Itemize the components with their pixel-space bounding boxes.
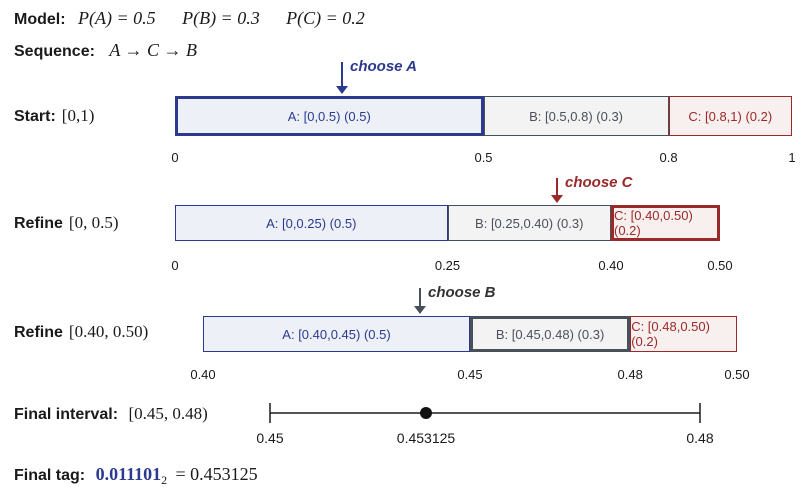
row-label-text: Refine bbox=[14, 215, 63, 232]
row-2-label: Refine [0.40, 0.50) bbox=[14, 322, 148, 342]
sequence-line: Sequence: A → C → B bbox=[14, 40, 197, 61]
row-1-segment-b: B: [0.25,0.40) (0.3) bbox=[447, 205, 611, 241]
row-2-choose-label: choose B bbox=[428, 284, 496, 301]
model-pc: P(C) = 0.2 bbox=[286, 8, 365, 28]
row-2-tick: 0.45 bbox=[457, 367, 483, 382]
final-tag-label: Final tag: bbox=[14, 467, 86, 484]
final-tick-right: 0.48 bbox=[686, 430, 714, 446]
row-0-choose-arrow-icon bbox=[336, 62, 348, 94]
row-2-choose-arrow-icon bbox=[414, 288, 426, 314]
row-label-text: Refine bbox=[14, 324, 63, 341]
row-0-tick: 0.8 bbox=[659, 150, 678, 165]
row-2-segment-c: C: [0.48,0.50) (0.2) bbox=[630, 316, 737, 352]
final-tag-binary: 0.011101 bbox=[95, 464, 162, 484]
row-2-segment-b: B: [0.45,0.48) (0.3) bbox=[470, 316, 631, 352]
row-0-segment-b: B: [0.5,0.8) (0.3) bbox=[483, 96, 669, 136]
row-2-tick: 0.50 bbox=[724, 367, 750, 382]
row-1-choose-label: choose C bbox=[565, 174, 633, 191]
model-pa: P(A) = 0.5 bbox=[78, 8, 156, 28]
row-1-tick: 0.50 bbox=[707, 258, 733, 273]
row-1-segment-a: A: [0,0.25) (0.5) bbox=[175, 205, 448, 241]
final-tag-line: Final tag: 0.0111012 = 0.453125 bbox=[14, 464, 258, 488]
model-label: Model: bbox=[14, 11, 66, 28]
row-label-interval: [0.40, 0.50) bbox=[68, 322, 149, 341]
sequence-label: Sequence: bbox=[14, 43, 95, 60]
final-tag-base: 2 bbox=[161, 473, 168, 488]
row-label-interval: [0, 0.5) bbox=[68, 213, 119, 232]
row-0-segment-a: A: [0,0.5) (0.5) bbox=[175, 96, 484, 136]
model-line: Model: P(A) = 0.5 P(B) = 0.3 P(C) = 0.2 bbox=[14, 8, 365, 29]
row-0-tick: 1 bbox=[788, 150, 796, 165]
sequence-value: A → C → B bbox=[109, 40, 198, 60]
final-tag-point bbox=[420, 407, 432, 419]
row-1-tick: 0.40 bbox=[598, 258, 624, 273]
row-1-segment-c: C: [0.40,0.50) (0.2) bbox=[611, 205, 720, 241]
final-interval-label: Final interval: bbox=[14, 406, 119, 423]
row-2-tick: 0.40 bbox=[190, 367, 216, 382]
final-interval-value: [0.45, 0.48) bbox=[128, 404, 208, 423]
row-label-text: Start: bbox=[14, 108, 56, 125]
row-label-interval: [0,1) bbox=[61, 106, 95, 125]
row-0-choose-label: choose A bbox=[350, 58, 417, 75]
row-0-label: Start: [0,1) bbox=[14, 106, 94, 126]
model-pb: P(B) = 0.3 bbox=[182, 8, 260, 28]
row-0-segment-c: C: [0.8,1) (0.2) bbox=[668, 96, 792, 136]
row-1-tick: 0.25 bbox=[434, 258, 461, 273]
final-tick-left: 0.45 bbox=[256, 430, 284, 446]
row-1-label: Refine [0, 0.5) bbox=[14, 213, 118, 233]
row-1-choose-arrow-icon bbox=[551, 178, 563, 203]
final-tick-point: 0.453125 bbox=[396, 430, 456, 446]
row-1-tick: 0 bbox=[171, 258, 179, 273]
row-0-tick: 0 bbox=[171, 150, 179, 165]
row-2-tick: 0.48 bbox=[617, 367, 643, 382]
final-interval-line: Final interval: [0.45, 0.48) bbox=[14, 404, 208, 424]
row-2-segment-a: A: [0.40,0.45) (0.5) bbox=[203, 316, 470, 352]
final-tag-decimal: = 0.453125 bbox=[175, 464, 258, 484]
row-0-tick: 0.5 bbox=[474, 150, 493, 165]
